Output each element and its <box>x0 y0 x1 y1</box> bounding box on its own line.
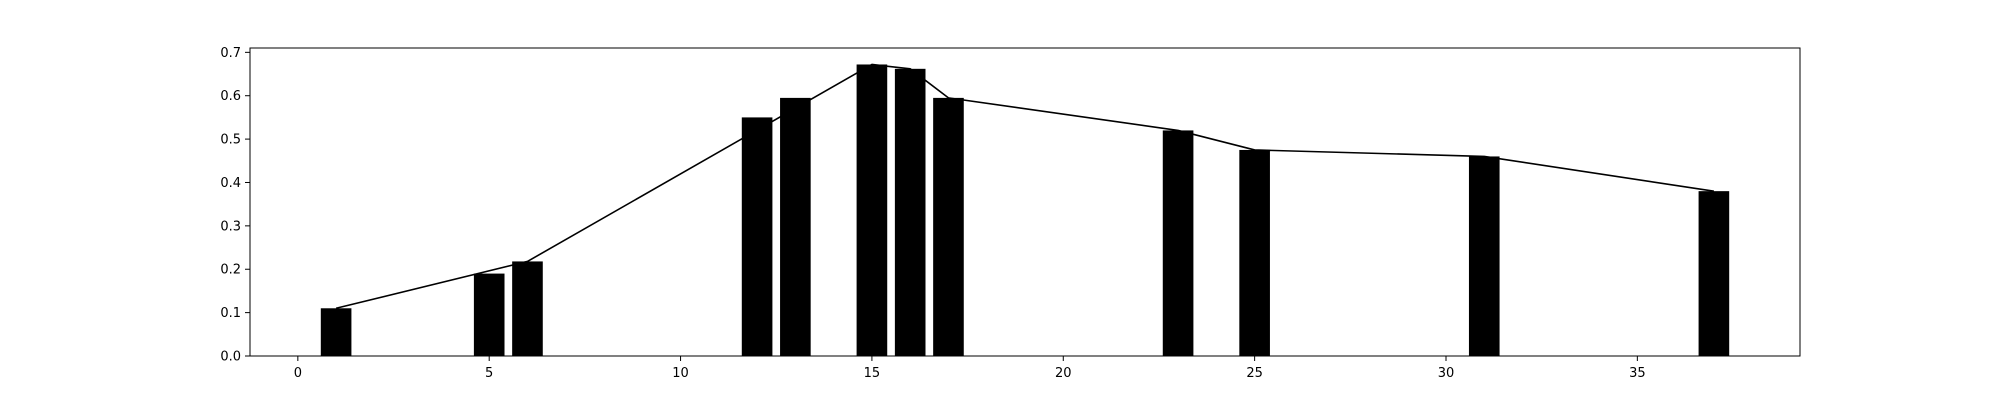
bar <box>741 117 773 356</box>
y-tick-label: 0.7 <box>220 46 241 61</box>
x-tick-label: 20 <box>1055 366 1072 381</box>
bar <box>1162 130 1194 356</box>
bar <box>856 64 888 356</box>
bar <box>894 68 926 356</box>
bar <box>1239 149 1270 356</box>
x-tick-label: 15 <box>864 366 881 381</box>
y-tick-label: 0.0 <box>220 350 241 365</box>
x-tick-label: 5 <box>485 366 493 381</box>
x-tick-label: 25 <box>1246 366 1263 381</box>
y-tick-label: 0.2 <box>220 263 241 278</box>
x-tick-label: 35 <box>1629 366 1646 381</box>
bar <box>473 273 505 356</box>
trend-line <box>335 63 1715 310</box>
bar <box>512 261 543 356</box>
y-tick-label: 0.4 <box>220 176 241 191</box>
bar <box>1698 191 1730 356</box>
bar <box>320 308 352 356</box>
y-tick-label: 0.3 <box>220 219 241 234</box>
y-tick-label: 0.5 <box>220 133 241 148</box>
bar <box>933 97 964 356</box>
x-axis: 0 5 10 15 20 25 30 35 <box>294 356 1646 381</box>
x-tick-label: 30 <box>1438 366 1455 381</box>
x-tick-label: 10 <box>672 366 689 381</box>
y-tick-label: 0.6 <box>220 89 241 104</box>
bar <box>1468 156 1500 356</box>
line-layer <box>335 63 1715 310</box>
y-axis: 0.0 0.1 0.2 0.3 0.4 0.5 0.6 0.7 <box>220 46 250 365</box>
bars-layer <box>320 64 1730 356</box>
y-tick-label: 0.1 <box>220 306 241 321</box>
bar <box>780 97 811 356</box>
x-tick-label: 0 <box>294 366 302 381</box>
plot-frame <box>249 47 1801 357</box>
